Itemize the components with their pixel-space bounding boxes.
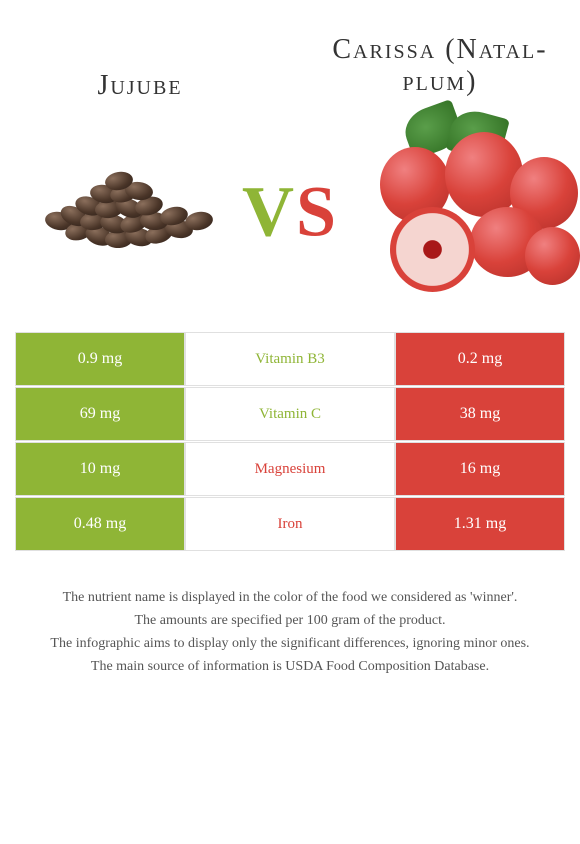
jujube-pile-graphic (35, 152, 225, 262)
table-row: 10 mgMagnesium16 mg (15, 442, 565, 496)
comparison-table: 0.9 mgVitamin B30.2 mg69 mgVitamin C38 m… (0, 332, 580, 551)
header: Jujube Carissa (Natal-plum) (0, 0, 580, 102)
vs-s-letter: S (296, 172, 338, 252)
nutrient-name: Vitamin C (185, 387, 395, 441)
carissa-image (370, 122, 570, 292)
food-title-right: Carissa (Natal-plum) (330, 34, 550, 98)
images-row: VS (0, 102, 580, 322)
nutrient-value-left: 0.48 mg (15, 497, 185, 551)
note-line-2: The amounts are specified per 100 gram o… (25, 610, 555, 631)
nutrient-value-left: 69 mg (15, 387, 185, 441)
nutrient-value-right: 0.2 mg (395, 332, 565, 386)
note-line-3: The infographic aims to display only the… (25, 633, 555, 654)
notes-section: The nutrient name is displayed in the co… (0, 552, 580, 699)
nutrient-name: Magnesium (185, 442, 395, 496)
nutrient-name: Vitamin B3 (185, 332, 395, 386)
carissa-graphic (370, 107, 570, 307)
nutrient-value-right: 16 mg (395, 442, 565, 496)
nutrient-value-left: 10 mg (15, 442, 185, 496)
note-line-1: The nutrient name is displayed in the co… (25, 587, 555, 608)
table-row: 69 mgVitamin C38 mg (15, 387, 565, 441)
nutrient-name: Iron (185, 497, 395, 551)
nutrient-value-right: 1.31 mg (395, 497, 565, 551)
food-title-left: Jujube (30, 70, 250, 102)
note-line-4: The main source of information is USDA F… (25, 656, 555, 677)
nutrient-value-right: 38 mg (395, 387, 565, 441)
vs-label: VS (242, 171, 338, 254)
nutrient-value-left: 0.9 mg (15, 332, 185, 386)
table-row: 0.9 mgVitamin B30.2 mg (15, 332, 565, 386)
vs-v-letter: V (242, 172, 296, 252)
table-row: 0.48 mgIron1.31 mg (15, 497, 565, 551)
jujube-image (30, 122, 230, 292)
